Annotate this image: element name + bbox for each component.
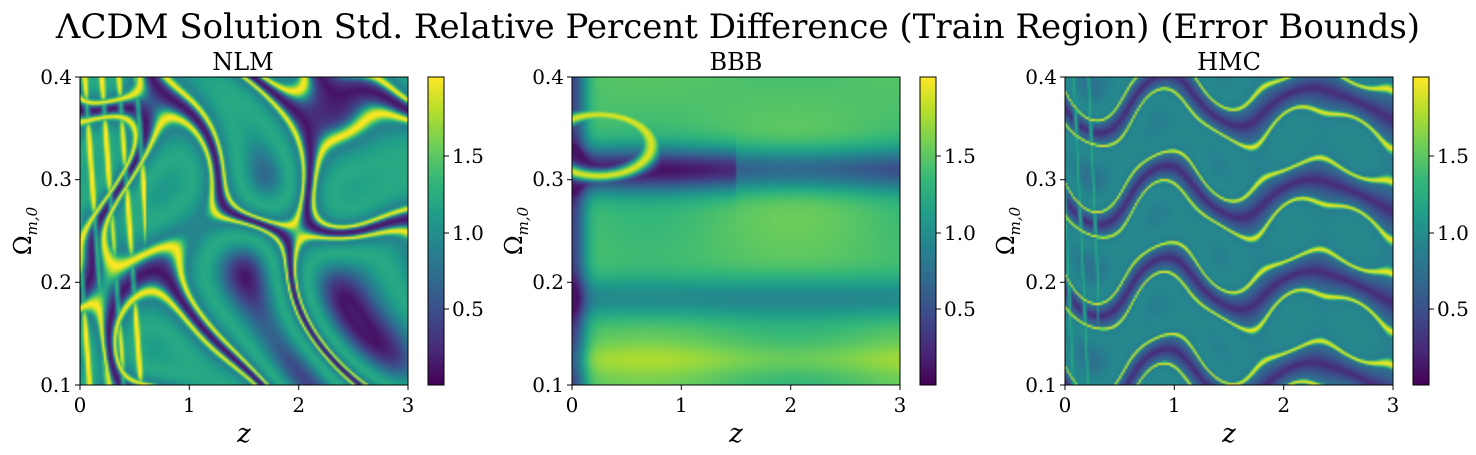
panel-title: HMC [1197,48,1261,76]
x-ticks: 0 1 2 3 [566,385,907,417]
colorbar-gradient [427,76,445,386]
y-axis-label: Ωm,0 [500,206,532,255]
colorbar-tick-label: 1.5 [1437,144,1469,168]
colorbar-tick-label: 1.0 [452,221,484,245]
heatmap-area [80,77,408,385]
heatmap-canvas [1065,77,1393,385]
x-axis-label: z [1221,419,1236,449]
colorbar-gradient [919,76,937,386]
y-tick-label: 0.2 [1025,270,1057,294]
x-tick-label: 3 [402,393,415,417]
svg-text:Ωm,0: Ωm,0 [9,206,41,255]
colorbar-gradient [1412,76,1430,386]
x-tick-label: 0 [1059,393,1072,417]
y-tick-label: 0.1 [40,373,72,397]
heatmap-canvas [572,77,900,385]
x-tick-label: 3 [1387,393,1400,417]
y-tick-label: 0.1 [1025,373,1057,397]
colorbar-tick-label: 0.5 [944,297,976,321]
panel-bbb: BBB 0 1 2 3 0.1 0.2 0.3 0.4 z Ωm,0 [500,48,976,449]
axes-frame [1064,76,1394,386]
y-axis-label: Ωm,0 [9,206,41,255]
x-tick-label: 2 [292,393,305,417]
colorbar: 0.5 1.0 1.5 [427,76,484,386]
axes-frame [571,76,901,386]
x-axis-label: z [728,419,743,449]
x-tick-label: 2 [784,393,797,417]
svg-text:Ωm,0: Ωm,0 [500,206,532,255]
x-tick-label: 1 [675,393,688,417]
x-ticks: 0 1 2 3 [74,385,415,417]
x-tick-label: 0 [566,393,579,417]
y-tick-label: 0.3 [40,167,72,191]
colorbar: 0.5 1.0 1.5 [919,76,976,386]
y-ticks: 0.1 0.2 0.3 0.4 [40,65,80,397]
x-tick-label: 1 [183,393,196,417]
x-tick-label: 0 [74,393,87,417]
colorbar: 0.5 1.0 1.5 [1412,76,1469,386]
colorbar-tick-label: 0.5 [1437,297,1469,321]
svg-text:Ωm,0: Ωm,0 [992,206,1024,255]
figure-suptitle: ΛCDM Solution Std. Relative Percent Diff… [55,7,1420,47]
heatmap-canvas [80,77,408,385]
colorbar-tick-label: 1.5 [944,144,976,168]
axes-frame [79,76,409,386]
panel-title: BBB [710,48,763,76]
heatmap-area [1065,77,1393,385]
panel-nlm: NLM 0 1 2 3 0.1 0.2 0.3 0.4 z Ωm,0 [9,48,484,449]
x-tick-label: 1 [1168,393,1181,417]
colorbar-tick-label: 1.5 [452,144,484,168]
y-tick-label: 0.4 [532,65,564,89]
colorbar-tick-label: 1.0 [1437,221,1469,245]
y-tick-label: 0.3 [532,167,564,191]
y-tick-label: 0.4 [1025,65,1057,89]
y-tick-label: 0.4 [40,65,72,89]
heatmap-area [572,77,900,385]
y-axis-label: Ωm,0 [992,206,1024,255]
y-tick-label: 0.2 [40,270,72,294]
x-axis-label: z [236,419,251,449]
x-tick-label: 2 [1277,393,1290,417]
x-ticks: 0 1 2 3 [1059,385,1400,417]
colorbar-tick-label: 1.0 [944,221,976,245]
y-tick-label: 0.2 [532,270,564,294]
x-tick-label: 3 [894,393,907,417]
panel-hmc: HMC 0 1 2 3 0.1 0.2 0.3 0.4 z Ωm,0 [992,48,1469,449]
colorbar-tick-label: 0.5 [452,297,484,321]
panel-title: NLM [212,48,274,76]
y-ticks: 0.1 0.2 0.3 0.4 [1025,65,1065,397]
y-tick-label: 0.3 [1025,167,1057,191]
y-tick-label: 0.1 [532,373,564,397]
y-ticks: 0.1 0.2 0.3 0.4 [532,65,572,397]
